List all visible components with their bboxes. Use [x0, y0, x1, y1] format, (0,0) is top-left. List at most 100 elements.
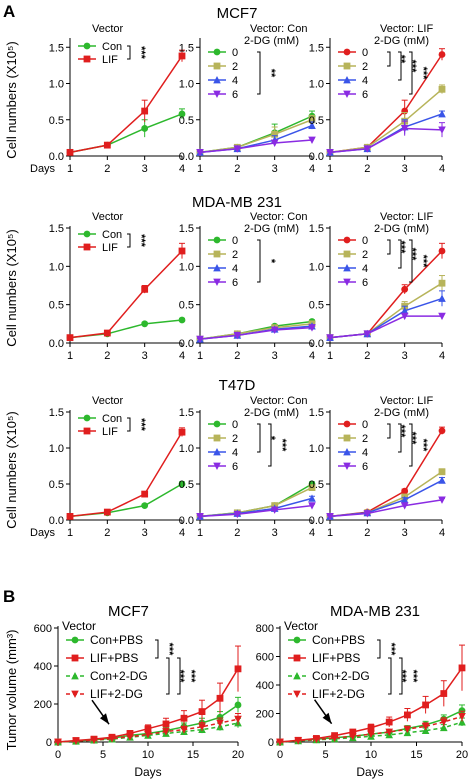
y-tick-label: 200 [256, 709, 274, 721]
legend-marker [293, 672, 301, 680]
legend-marker [343, 62, 351, 70]
legend-marker [213, 62, 221, 70]
data-point [438, 294, 446, 302]
xlabel-b-mcf7: Days [134, 765, 161, 779]
data-point [312, 736, 321, 744]
series-line [199, 124, 313, 154]
legend-label: 4 [232, 447, 238, 459]
legend-marker [213, 236, 221, 244]
series-line [329, 88, 443, 154]
data-point [103, 141, 111, 149]
legend-marker [343, 48, 351, 56]
data-point [403, 725, 412, 734]
series-line [329, 113, 443, 154]
series-line [69, 483, 183, 518]
x-tick-label: 3 [272, 527, 278, 539]
sig-bracket [398, 51, 402, 81]
legend-marker [213, 278, 221, 286]
sig-bracket [177, 657, 181, 695]
data-point [438, 279, 446, 287]
data-point [144, 725, 152, 733]
x-tick-label: 2 [104, 527, 110, 539]
arrow-head [322, 712, 332, 724]
y-tick-label: 0.5 [49, 300, 64, 312]
sig-bracket [409, 51, 413, 95]
legend-marker [343, 76, 351, 84]
legend-label: LIF+2-DG [90, 687, 143, 701]
data-point [141, 502, 149, 509]
x-tick-label: 0 [55, 749, 61, 761]
data-point [141, 490, 149, 498]
sig-stars: ** [265, 69, 277, 78]
data-point [385, 728, 393, 737]
data-point [178, 316, 186, 324]
sig-bracket [166, 657, 170, 695]
y-tick-label: 400 [34, 661, 52, 673]
x-tick-label: 3 [272, 163, 278, 175]
legend-marker [83, 230, 91, 238]
x-tick-label: 4 [439, 350, 445, 362]
data-point [438, 496, 446, 504]
y-tick-label: 0.5 [309, 300, 324, 312]
legend-marker [343, 90, 351, 98]
series-line [69, 55, 183, 154]
row-title-mda: MDA-MB 231 [192, 194, 282, 211]
data-point [349, 732, 357, 741]
data-point [162, 728, 170, 736]
y-tick-label: 400 [256, 680, 274, 692]
x-tick-label: 15 [410, 749, 422, 761]
x-tick-label: 4 [309, 350, 315, 362]
sig-bracket [387, 51, 391, 67]
y-tick-label: 0.0 [49, 151, 64, 163]
x-tick-label: 10 [142, 749, 154, 761]
y-tick-label: 1.0 [309, 443, 324, 455]
legend-marker [213, 420, 221, 428]
data-point [66, 334, 74, 342]
y-tick-label: 0.0 [309, 515, 324, 527]
x-tick-label: 2 [234, 163, 240, 175]
series-lif-2-dg [276, 710, 466, 746]
legend-title: Vector [92, 395, 124, 407]
legend-label: 6 [232, 89, 238, 101]
data-point [401, 285, 409, 293]
y-tick-label: 0.5 [49, 479, 64, 491]
sig-stars: *** [417, 439, 429, 453]
y-tick-label: 0.0 [309, 338, 324, 350]
series-line [199, 119, 313, 154]
series-line [69, 113, 183, 154]
data-point [271, 130, 279, 138]
x-axis-days-label: Days [30, 527, 56, 539]
legend-marker [343, 448, 351, 456]
legend-label: 4 [362, 263, 368, 275]
data-point [234, 665, 242, 673]
sig-stars: *** [163, 643, 175, 657]
legend-label: 2 [362, 433, 368, 445]
series-line [329, 127, 443, 154]
data-point [178, 428, 186, 436]
data-point [276, 738, 284, 746]
legend-marker [343, 278, 351, 286]
x-tick-label: 4 [179, 527, 185, 539]
sig-bracket [399, 657, 403, 695]
series-2 [326, 468, 446, 520]
x-tick-label: 5 [322, 749, 328, 761]
data-point [438, 109, 446, 118]
data-point [180, 726, 188, 734]
row-title-t47d: T47D [219, 377, 256, 394]
x-tick-label: 1 [197, 163, 203, 175]
series-line [329, 297, 443, 339]
x-tick-label: 2 [104, 350, 110, 362]
data-point [438, 427, 446, 435]
data-point [141, 285, 149, 293]
legend-marker [213, 264, 221, 272]
series-2 [326, 84, 446, 156]
data-point [326, 334, 334, 342]
data-point [308, 502, 316, 510]
series-lif-pbs [54, 645, 242, 746]
x-tick-label: 2 [364, 350, 370, 362]
data-point [385, 718, 393, 726]
y-tick-label: 1.5 [309, 407, 324, 419]
data-point [400, 495, 409, 504]
legend-subtitle: 2-DG (mM) [244, 223, 299, 235]
